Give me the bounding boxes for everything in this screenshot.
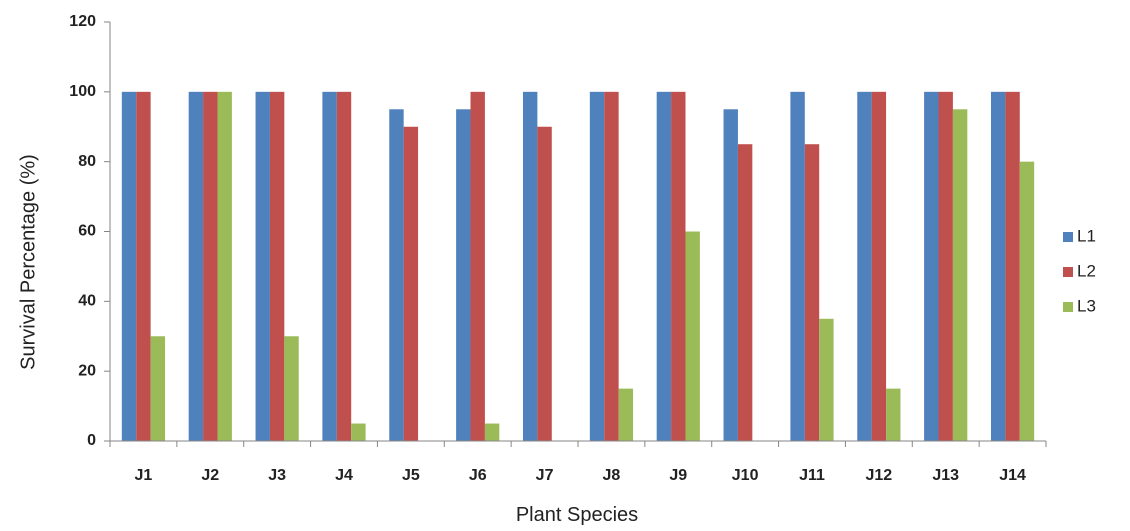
legend-swatch-l2 bbox=[1063, 267, 1073, 277]
x-tick-label: J2 bbox=[201, 467, 219, 484]
x-tick-label: J3 bbox=[268, 467, 286, 484]
x-tick-label: J8 bbox=[603, 467, 621, 484]
legend: L1 L2 L3 bbox=[1063, 226, 1096, 315]
bar-l2-j9 bbox=[671, 91, 686, 441]
bar-l1-j9 bbox=[656, 91, 672, 441]
bar-l2-j5 bbox=[403, 126, 419, 441]
y-tick-label: 0 bbox=[87, 432, 96, 449]
bar-l3-j8 bbox=[618, 388, 634, 442]
x-tick-label: J11 bbox=[799, 467, 825, 484]
x-tick-label: J14 bbox=[999, 467, 1026, 484]
bar-l3-j12 bbox=[886, 388, 901, 442]
legend-label-l3: L3 bbox=[1077, 296, 1096, 315]
x-axis-title: Plant Species bbox=[516, 504, 638, 526]
legend-label-l2: L2 bbox=[1077, 261, 1096, 280]
bar-l1-j12 bbox=[857, 91, 872, 441]
bar-l2-j7 bbox=[537, 126, 552, 441]
x-tick-label: J9 bbox=[669, 467, 687, 484]
y-tick-label: 20 bbox=[78, 362, 96, 379]
bar-l3-j14 bbox=[1019, 161, 1035, 442]
x-axis-ticks: J1 J2 J3 J4 J5 J6 J7 J8 J9 J10 J11 J12 J13 J14 bbox=[109, 441, 1047, 484]
bar-l2-j10 bbox=[737, 144, 753, 441]
x-tick-label: J7 bbox=[536, 467, 554, 484]
bar-l2-j3 bbox=[269, 91, 285, 441]
bar-l1-j3 bbox=[255, 91, 270, 441]
bar-l3-j2 bbox=[217, 91, 232, 441]
y-tick-label: 100 bbox=[69, 83, 96, 100]
bar-l2-j11 bbox=[804, 144, 820, 441]
bar-l1-j10 bbox=[723, 109, 738, 441]
bar-l3-j4 bbox=[351, 423, 366, 441]
bar-l2-j13 bbox=[938, 91, 953, 441]
bar-l1-j11 bbox=[790, 91, 805, 441]
bar-l3-j9 bbox=[685, 231, 700, 441]
x-tick-label: J10 bbox=[732, 467, 759, 484]
bar-l1-j7 bbox=[522, 91, 538, 441]
bar-l1-j8 bbox=[589, 91, 605, 441]
bar-l1-j14 bbox=[990, 91, 1006, 441]
bar-l2-j1 bbox=[136, 91, 151, 441]
y-tick-label: 80 bbox=[78, 153, 96, 170]
legend-swatch-l1 bbox=[1063, 232, 1073, 242]
bar-l3-j6 bbox=[484, 423, 500, 441]
bar-l1-j2 bbox=[188, 91, 204, 441]
bar-l3-j11 bbox=[819, 318, 834, 441]
bar-l1-j4 bbox=[322, 91, 337, 441]
x-tick-label: J5 bbox=[402, 467, 420, 484]
bar-l2-j6 bbox=[470, 91, 485, 441]
y-tick-label: 120 bbox=[69, 13, 96, 30]
y-axis-title: Survival Percentage (%) bbox=[17, 154, 39, 370]
bar-l2-j14 bbox=[1005, 91, 1020, 441]
bar-l2-j2 bbox=[203, 91, 218, 441]
bar-l1-j6 bbox=[456, 109, 471, 441]
bar-l3-j3 bbox=[284, 336, 299, 441]
bar-l1-j13 bbox=[924, 91, 939, 441]
bar-l1-j1 bbox=[121, 91, 137, 441]
bar-l2-j4 bbox=[336, 91, 352, 441]
x-tick-label: J13 bbox=[932, 467, 959, 484]
x-tick-label: J1 bbox=[135, 467, 153, 484]
bar-l3-j13 bbox=[952, 109, 968, 441]
bar-l1-j5 bbox=[389, 109, 404, 441]
bar-l2-j12 bbox=[871, 91, 887, 441]
y-tick-label: 60 bbox=[78, 223, 96, 240]
legend-label-l1: L1 bbox=[1077, 226, 1096, 245]
bar-l3-j1 bbox=[150, 336, 166, 441]
bar-l2-j8 bbox=[604, 91, 619, 441]
y-tick-label: 40 bbox=[78, 293, 96, 310]
y-axis-ticks: 0 20 40 60 80 100 120 bbox=[69, 13, 110, 449]
bars bbox=[121, 91, 1035, 442]
legend-swatch-l3 bbox=[1063, 302, 1073, 312]
x-tick-label: J6 bbox=[469, 467, 487, 484]
x-tick-label: J12 bbox=[866, 467, 893, 484]
x-tick-label: J4 bbox=[335, 467, 353, 484]
